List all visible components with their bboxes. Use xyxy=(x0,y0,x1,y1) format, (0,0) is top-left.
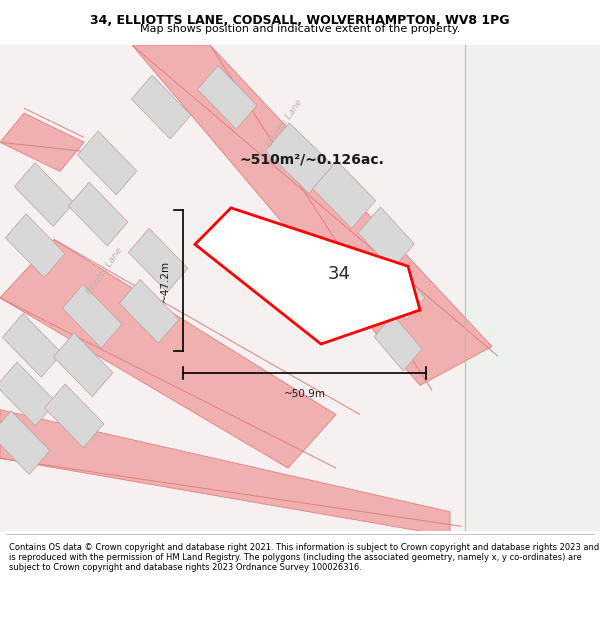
Text: Map shows position and indicative extent of the property.: Map shows position and indicative extent… xyxy=(140,24,460,34)
Polygon shape xyxy=(53,333,113,397)
Polygon shape xyxy=(14,162,74,226)
Text: Elliotts Lane: Elliotts Lane xyxy=(266,98,304,148)
Polygon shape xyxy=(2,314,62,378)
Polygon shape xyxy=(44,384,104,448)
Polygon shape xyxy=(0,113,84,171)
Polygon shape xyxy=(128,228,188,292)
Text: ~510m²/~0.126ac.: ~510m²/~0.126ac. xyxy=(239,152,385,166)
Polygon shape xyxy=(358,207,415,270)
Polygon shape xyxy=(377,264,425,320)
Text: Elliotts Lane: Elliotts Lane xyxy=(86,246,124,296)
Polygon shape xyxy=(132,45,492,386)
Polygon shape xyxy=(265,123,333,193)
Text: 34, ELLIOTTS LANE, CODSALL, WOLVERHAMPTON, WV8 1PG: 34, ELLIOTTS LANE, CODSALL, WOLVERHAMPTO… xyxy=(90,14,510,26)
Text: Contains OS data © Crown copyright and database right 2021. This information is : Contains OS data © Crown copyright and d… xyxy=(9,542,599,572)
Polygon shape xyxy=(62,284,122,348)
Polygon shape xyxy=(0,410,450,536)
Polygon shape xyxy=(195,208,420,344)
Polygon shape xyxy=(374,315,422,371)
Polygon shape xyxy=(0,411,50,474)
Text: ~50.9m: ~50.9m xyxy=(283,389,325,399)
Text: 34: 34 xyxy=(328,264,350,282)
Polygon shape xyxy=(68,182,128,246)
Polygon shape xyxy=(0,362,56,426)
Polygon shape xyxy=(131,75,191,139)
Polygon shape xyxy=(0,239,336,468)
Bar xyxy=(0,45,465,531)
Polygon shape xyxy=(197,66,257,129)
Polygon shape xyxy=(77,131,137,195)
Bar xyxy=(465,45,600,531)
Text: ~47.2m: ~47.2m xyxy=(160,260,170,302)
Polygon shape xyxy=(5,214,65,278)
Polygon shape xyxy=(119,279,179,343)
Polygon shape xyxy=(313,161,376,229)
